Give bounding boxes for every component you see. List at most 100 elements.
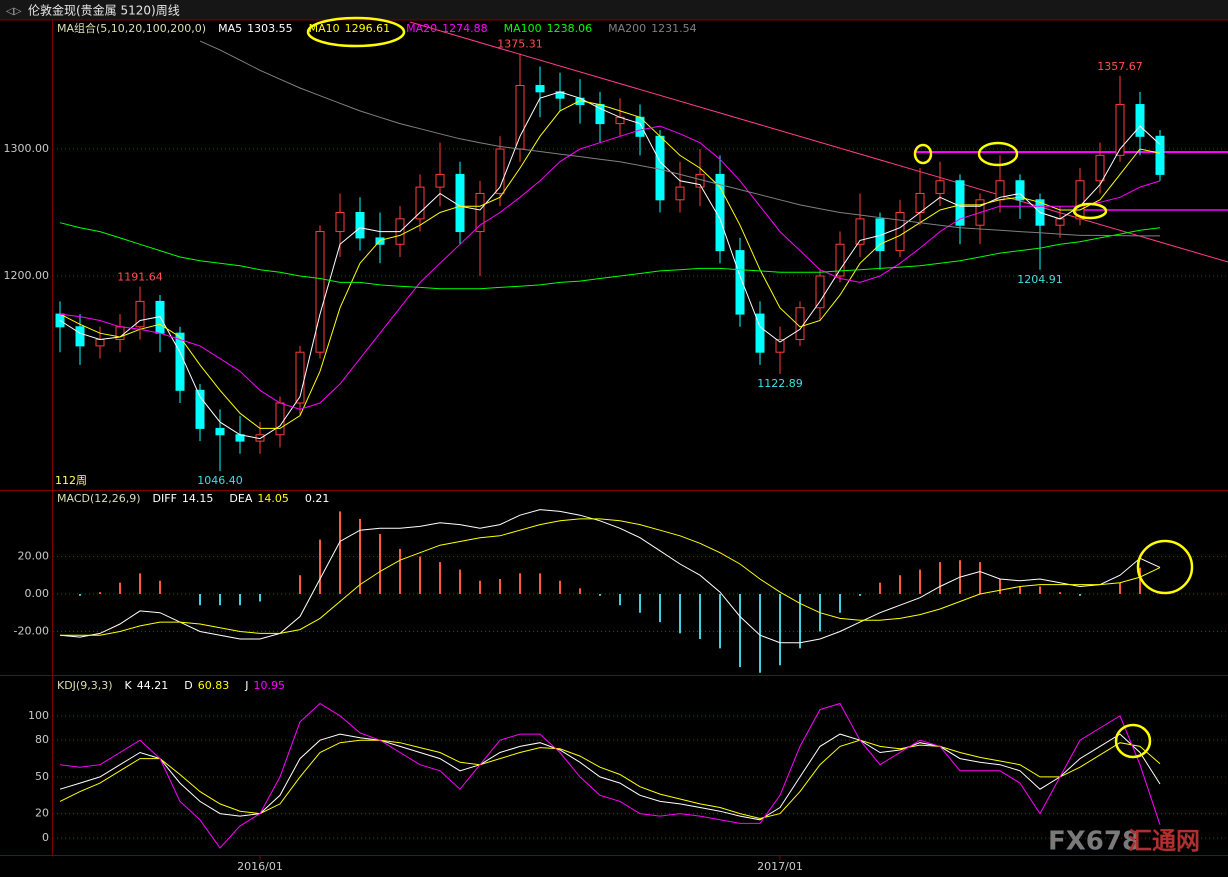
price-annotation: 1191.64 (117, 271, 163, 284)
candle-body (135, 300, 145, 328)
indicator-name: MACD(12,26,9) (57, 492, 141, 505)
candle-body (435, 173, 445, 188)
candle-body (95, 339, 105, 347)
legend-value: 44.21 (137, 679, 169, 692)
legend-value: 1303.55 (247, 22, 293, 35)
candle-body (835, 243, 845, 277)
candle-body (1075, 180, 1085, 220)
legend-value: 10.95 (253, 679, 285, 692)
candle-body (895, 212, 905, 252)
legend-name: J (244, 679, 248, 692)
y-tick-label: 80 (35, 733, 49, 746)
candle-body (515, 85, 525, 150)
indicator-line (59, 702, 1161, 849)
trend-line (409, 21, 1228, 263)
price-annotation: 1046.40 (197, 474, 243, 487)
candle-body (735, 250, 745, 315)
candle-body (355, 212, 365, 239)
highlight-ellipse (977, 141, 1019, 167)
period-label: 112周 (55, 474, 87, 487)
legend-name: MA5 (218, 22, 242, 35)
candle-body (1015, 180, 1025, 201)
legend-name: MA100 (504, 22, 542, 35)
candle-body (1135, 104, 1145, 137)
legend-value: 1296.61 (345, 22, 391, 35)
title-bar (0, 0, 1228, 20)
candle-body (655, 135, 665, 201)
legend-name: MA200 (608, 22, 646, 35)
y-tick-label: 100 (28, 709, 49, 722)
candle-body (455, 173, 465, 233)
candle-body (475, 192, 485, 233)
highlight-ellipse (1114, 723, 1152, 759)
legend-name: MA20 (406, 22, 437, 35)
y-tick-label: 0.00 (25, 587, 50, 600)
y-tick-label: 50 (35, 770, 49, 783)
candle-body (875, 218, 885, 252)
indicator-name: MA组合(5,10,20,100,200,0) (57, 21, 206, 35)
price-annotation: 1122.89 (757, 377, 803, 390)
highlight-ellipse (306, 16, 406, 48)
y-tick-label: 20.00 (18, 549, 50, 562)
price-annotation: 1375.31 (497, 37, 543, 50)
candle-body (1095, 154, 1105, 182)
y-tick-label: 1200.00 (4, 269, 50, 282)
legend-value: 14.15 (182, 492, 214, 505)
candle-body (295, 351, 305, 404)
plot-area: 1300.00 1200.00 20.00 0.00 -20.00 100 80 50 20 0 1… (4, 21, 1228, 873)
indicator-line (59, 222, 1161, 290)
indicator-line (59, 739, 1161, 820)
drawings (409, 21, 1228, 263)
watermark-name: 汇通网 (1128, 827, 1200, 855)
price-annotation: 1357.67 (1097, 60, 1143, 73)
legend-value: 1274.88 (442, 22, 488, 35)
candle-body (535, 85, 545, 93)
y-tick-label: 0 (42, 831, 49, 844)
title-icon: ◁▷ (6, 6, 22, 17)
candle-body (715, 173, 725, 252)
legend-value: 60.83 (198, 679, 230, 692)
candle-body (755, 313, 765, 353)
indicator-line (59, 91, 1161, 440)
candle-body (815, 275, 825, 309)
candle-body (75, 326, 85, 347)
y-tick-label: -20.00 (14, 624, 49, 637)
indicator-line (199, 40, 1160, 237)
legend-value: 14.05 (257, 492, 289, 505)
indicator-name: KDJ(9,3,3) (57, 679, 113, 692)
legend-value: 0.21 (305, 492, 330, 505)
indicator-line (59, 100, 1161, 429)
x-tick-label: 2016/01 (237, 860, 283, 873)
candle-body (1055, 218, 1065, 226)
indicator-line (59, 125, 1161, 410)
candle-body (215, 427, 225, 436)
candle-body (955, 180, 965, 226)
legend-name: K (125, 679, 133, 692)
highlight-ellipse (1136, 539, 1194, 595)
candle-body (775, 339, 785, 353)
price-annotation: 1204.91 (1017, 273, 1063, 286)
legend-name: MA10 (309, 22, 340, 35)
candle-body (915, 192, 925, 214)
legend-name: D (184, 679, 192, 692)
candle-body (195, 389, 205, 429)
y-tick-label: 1300.00 (4, 142, 50, 155)
watermark-brand: FX678 (1048, 827, 1140, 857)
candle-body (675, 186, 685, 201)
highlight-ellipse (1072, 202, 1108, 220)
candle-body (855, 218, 865, 245)
indicator-line (60, 518, 1161, 636)
legend-value: 1231.54 (651, 22, 697, 35)
legend-value: 1238.06 (547, 22, 593, 35)
indicator-line (59, 509, 1161, 644)
x-tick-label: 2017/01 (757, 860, 803, 873)
candle-body (415, 186, 425, 220)
candle-body (275, 402, 285, 436)
legend-name: DIFF (153, 492, 177, 505)
candle-body (315, 231, 325, 353)
indicator-line (59, 733, 1161, 821)
candle-body (335, 212, 345, 233)
candle-body (1115, 104, 1125, 156)
